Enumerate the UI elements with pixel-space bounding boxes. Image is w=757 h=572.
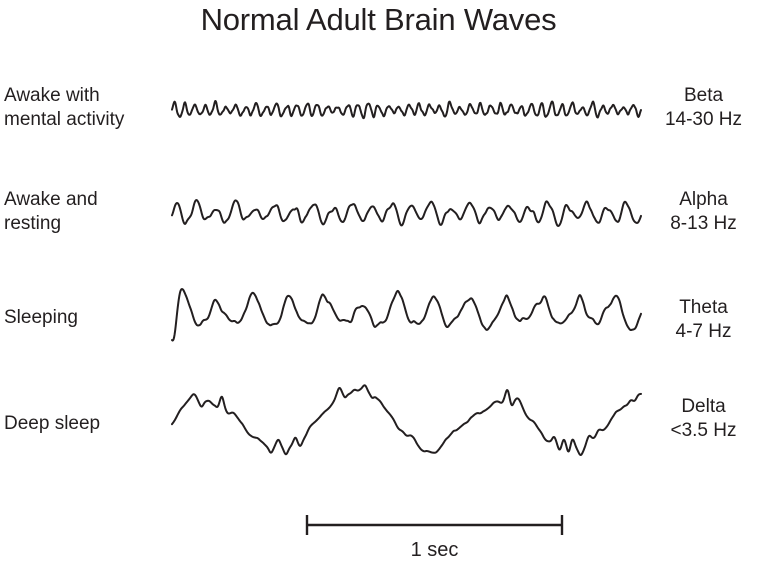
state-label-line1: Awake with xyxy=(4,85,100,106)
band-label-delta: Delta <3.5 Hz xyxy=(650,395,757,443)
state-label-alpha: Awake and resting xyxy=(4,188,169,236)
band-name: Delta xyxy=(681,396,726,417)
band-range: 4-7 Hz xyxy=(675,321,732,342)
band-name: Beta xyxy=(683,85,724,106)
band-label-alpha: Alpha 8-13 Hz xyxy=(650,188,757,236)
band-name: Theta xyxy=(679,297,728,318)
eeg-trace-alpha xyxy=(171,199,642,227)
band-range: 14-30 Hz xyxy=(664,109,743,130)
state-label-theta: Sleeping xyxy=(4,306,169,330)
eeg-trace-beta xyxy=(171,100,642,120)
page-title: Normal Adult Brain Waves xyxy=(200,2,557,37)
state-label-line2: mental activity xyxy=(4,109,125,130)
band-range: <3.5 Hz xyxy=(670,420,737,441)
eeg-trace-theta xyxy=(171,288,642,342)
state-label-line1: Deep sleep xyxy=(4,413,101,434)
state-label-line2: resting xyxy=(4,213,62,234)
state-label-line1: Sleeping xyxy=(4,307,78,328)
state-label-line1: Awake and xyxy=(4,189,98,210)
band-name: Alpha xyxy=(679,189,728,210)
state-label-beta: Awake with mental activity xyxy=(4,84,169,132)
band-label-beta: Beta 14-30 Hz xyxy=(650,84,757,132)
scale-bar-label: 1 sec xyxy=(410,539,459,561)
state-label-delta: Deep sleep xyxy=(4,412,169,436)
band-range: 8-13 Hz xyxy=(670,213,737,234)
eeg-trace-delta xyxy=(171,384,642,456)
band-label-theta: Theta 4-7 Hz xyxy=(650,296,757,344)
